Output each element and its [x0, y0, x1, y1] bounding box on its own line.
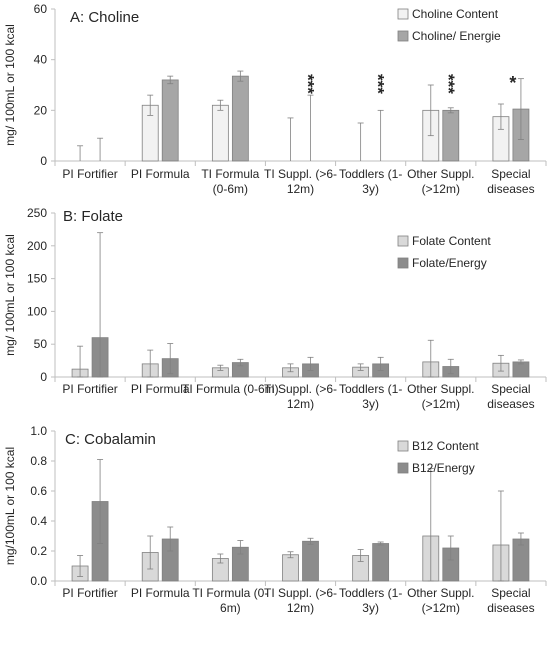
bar-c-s1-c4: [282, 554, 299, 582]
x-tick-label: diseases: [487, 397, 534, 411]
y-tick-label: 250: [27, 206, 47, 220]
y-axis-label: mg/100mL or 100 kcal: [3, 447, 17, 565]
x-tick-label: Special: [491, 167, 530, 181]
x-tick-label: 3y): [362, 397, 379, 411]
x-tick-label: PI Fortifier: [62, 167, 117, 181]
y-tick-label: 1.0: [30, 424, 47, 438]
x-tick-label: TI Suppl. (>6-: [264, 586, 337, 600]
x-tick-label: PI Fortifier: [62, 586, 117, 600]
y-tick-label: 0: [40, 154, 47, 168]
legend-label: B12 Content: [412, 439, 479, 453]
x-tick-label: TI Formula (0-6m): [182, 382, 279, 396]
bar-c-s2-c4: [302, 540, 319, 582]
y-tick-label: 0.2: [30, 544, 47, 558]
x-tick-label: 6m): [220, 601, 241, 615]
x-tick-label: 12m): [287, 601, 314, 615]
x-tick-label: (>12m): [422, 397, 460, 411]
bar-a-s2-c2: [161, 79, 179, 162]
legend-label: Folate/Energy: [412, 256, 487, 270]
x-tick-label: Other Suppl.: [407, 382, 474, 396]
legend-swatch: [397, 440, 409, 452]
x-tick-label: Toddlers (1-: [339, 167, 402, 181]
x-tick-label: Other Suppl.: [407, 167, 474, 181]
legend-swatch: [397, 8, 409, 20]
y-tick-label: 0.0: [30, 574, 47, 588]
legend-label: Choline Content: [412, 7, 499, 21]
bar-c-s2-c5: [372, 543, 390, 582]
significance-marker: *: [509, 73, 516, 93]
panel-title: A: Choline: [70, 9, 139, 26]
significance-marker: ***: [369, 74, 388, 94]
y-tick-label: 40: [34, 53, 48, 67]
bar-a-s1-c3: [211, 104, 229, 162]
x-tick-label: TI Suppl. (>6-: [264, 167, 337, 181]
legend-label: B12/Energy: [412, 461, 475, 475]
y-tick-label: 200: [27, 239, 47, 253]
x-tick-label: Toddlers (1-: [339, 382, 402, 396]
x-tick-label: TI Formula: [201, 167, 259, 181]
x-tick-label: diseases: [487, 601, 534, 615]
x-tick-label: 12m): [287, 182, 314, 196]
panel-c: 0.0 0.2 0.4 0.6 0.8 1.0 PI Fortifier PI Formula…: [3, 424, 547, 615]
x-tick-label: Special: [491, 586, 530, 600]
panel-title: B: Folate: [63, 208, 123, 225]
x-tick-label: TI Suppl. (>6-: [264, 382, 337, 396]
x-tick-label: 3y): [362, 182, 379, 196]
y-axis-label: mg/ 100mL or 100 kcal: [3, 24, 17, 146]
y-tick-label: 0: [40, 370, 47, 384]
panel-title: C: Cobalamin: [65, 431, 156, 448]
y-axis-label: mg/ 100mL or 100 kcal: [3, 234, 17, 356]
bar-a-s2-c6: [442, 109, 460, 162]
y-tick-label: 0.8: [30, 454, 47, 468]
significance-marker: ***: [299, 74, 318, 94]
x-tick-label: (0-6m): [213, 182, 248, 196]
y-tick-label: 100: [27, 304, 47, 318]
y-tick-label: 20: [34, 103, 48, 117]
x-tick-label: 3y): [362, 601, 379, 615]
significance-marker: ***: [439, 74, 458, 94]
x-tick-label: PI Fortifier: [62, 382, 117, 396]
x-tick-label: PI Formula: [131, 382, 190, 396]
y-tick-label: 150: [27, 272, 47, 286]
y-tick-label: 0.6: [30, 484, 47, 498]
legend-swatch: [397, 462, 409, 474]
legend-swatch: [397, 257, 409, 269]
x-tick-label: PI Formula: [131, 167, 190, 181]
y-tick-label: 0.4: [30, 514, 47, 528]
x-tick-label: Other Suppl.: [407, 586, 474, 600]
x-tick-label: 12m): [287, 397, 314, 411]
legend-swatch: [397, 30, 409, 42]
x-tick-label: (>12m): [422, 182, 460, 196]
x-tick-label: TI Formula (0-: [192, 586, 268, 600]
x-tick-label: Toddlers (1-: [339, 586, 402, 600]
x-tick-label: PI Formula: [131, 586, 190, 600]
x-tick-label: Special: [491, 382, 530, 396]
legend-swatch: [397, 235, 409, 247]
legend-label: Choline/ Energie: [412, 29, 501, 43]
y-tick-label: 50: [34, 337, 48, 351]
legend-label: Folate Content: [412, 234, 491, 248]
y-tick-label: 60: [34, 2, 48, 16]
x-tick-label: diseases: [487, 182, 534, 196]
bar-a-s2-c3: [231, 75, 249, 162]
x-tick-label: (>12m): [422, 601, 460, 615]
